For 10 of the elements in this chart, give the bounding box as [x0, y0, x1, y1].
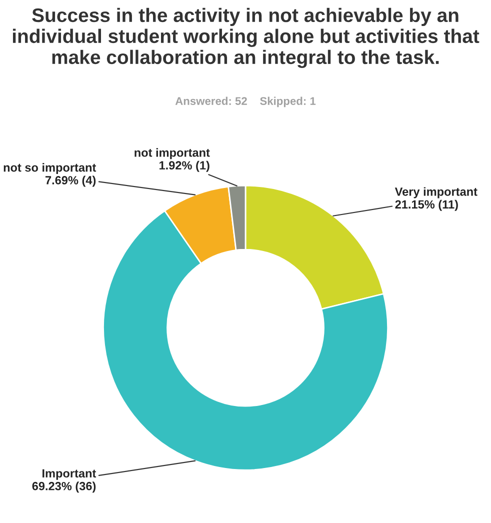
slice-label: Very important	[394, 187, 478, 198]
chart-title: Success in the activity in not achievable by an individual student working alone but activities that make collaboration an integral to the task.	[12, 8, 480, 68]
slice-label: Important	[42, 469, 96, 480]
data-label: 1.92% (1)	[160, 160, 210, 172]
slice-label: not important	[134, 148, 210, 160]
data-label: 21.15% (11)	[395, 200, 458, 211]
slice-label: not so important	[4, 163, 96, 174]
data-label: 69.23% (36)	[32, 482, 96, 493]
chart-subtitle: Answered: 52 Skipped: 1	[175, 96, 316, 108]
data-label: 7.69% (4)	[45, 176, 96, 187]
